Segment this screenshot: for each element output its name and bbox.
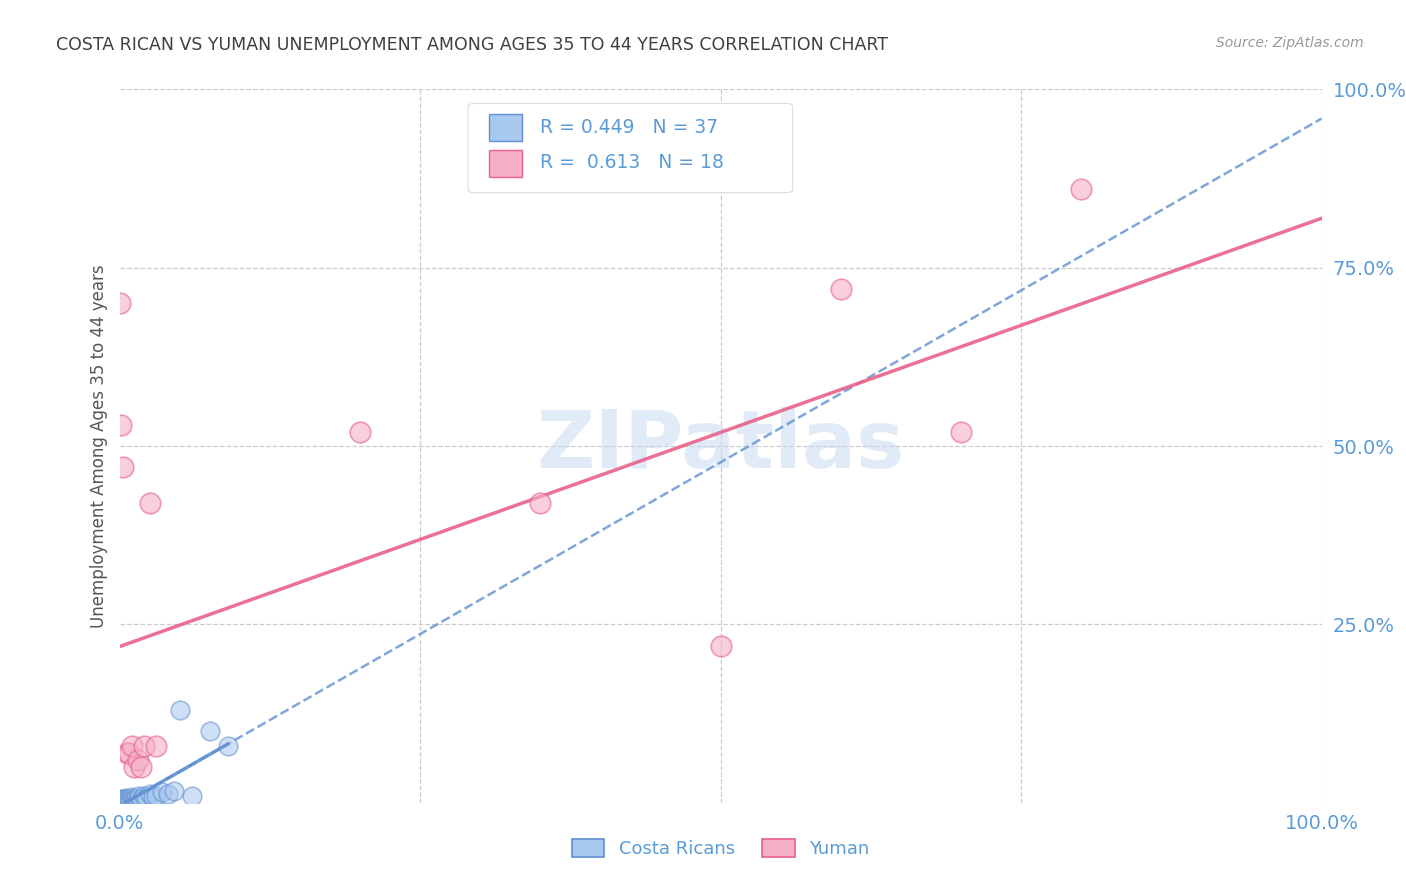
Point <box>949 425 972 439</box>
Point <box>709 639 731 653</box>
Point <box>122 791 145 805</box>
Point <box>125 790 148 805</box>
Point <box>121 793 143 807</box>
Point <box>198 724 221 739</box>
Point <box>127 753 149 767</box>
Point <box>111 795 134 809</box>
Point <box>169 703 191 717</box>
Point <box>529 496 551 510</box>
Text: R =  0.613   N = 18: R = 0.613 N = 18 <box>540 153 724 172</box>
Point <box>129 791 152 805</box>
Point <box>145 739 167 753</box>
Point <box>138 787 160 801</box>
Point <box>1070 182 1092 196</box>
Point <box>120 794 142 808</box>
Point <box>142 790 165 805</box>
Point <box>150 785 173 799</box>
Point <box>115 792 138 806</box>
Point <box>110 417 132 432</box>
Point <box>112 793 135 807</box>
Point <box>118 793 141 807</box>
Text: COSTA RICAN VS YUMAN UNEMPLOYMENT AMONG AGES 35 TO 44 YEARS CORRELATION CHART: COSTA RICAN VS YUMAN UNEMPLOYMENT AMONG … <box>56 36 889 54</box>
Point <box>112 795 135 809</box>
Point <box>132 739 155 753</box>
Text: R = 0.449   N = 37: R = 0.449 N = 37 <box>540 118 718 136</box>
FancyBboxPatch shape <box>488 114 522 141</box>
Point <box>114 790 136 805</box>
Point <box>108 296 131 310</box>
FancyBboxPatch shape <box>488 150 522 177</box>
Legend: Costa Ricans, Yuman: Costa Ricans, Yuman <box>565 831 876 865</box>
Point <box>217 739 239 753</box>
Point <box>121 792 143 806</box>
Point <box>135 790 157 805</box>
Point <box>112 794 135 808</box>
Point <box>121 790 143 805</box>
Text: Source: ZipAtlas.com: Source: ZipAtlas.com <box>1216 36 1364 50</box>
Point <box>830 282 852 296</box>
Point <box>124 794 146 808</box>
Point <box>132 789 155 803</box>
Point <box>118 746 141 760</box>
FancyBboxPatch shape <box>468 103 793 193</box>
Point <box>114 794 136 808</box>
Point <box>110 792 132 806</box>
Point <box>127 792 149 806</box>
Y-axis label: Unemployment Among Ages 35 to 44 years: Unemployment Among Ages 35 to 44 years <box>90 264 108 628</box>
Point <box>129 760 152 774</box>
Point <box>115 794 138 808</box>
Point <box>108 796 131 810</box>
Point <box>117 794 139 808</box>
Text: ZIPatlas: ZIPatlas <box>537 407 904 485</box>
Point <box>138 496 160 510</box>
Point <box>111 793 134 807</box>
Point <box>121 739 143 753</box>
Point <box>156 787 179 801</box>
Point <box>128 789 150 804</box>
Point <box>112 460 135 475</box>
Point <box>180 789 202 803</box>
Point <box>122 760 145 774</box>
Point <box>349 425 371 439</box>
Point <box>162 784 184 798</box>
Point <box>112 791 135 805</box>
Point <box>115 746 138 760</box>
Point <box>145 789 167 803</box>
Point <box>110 794 132 808</box>
